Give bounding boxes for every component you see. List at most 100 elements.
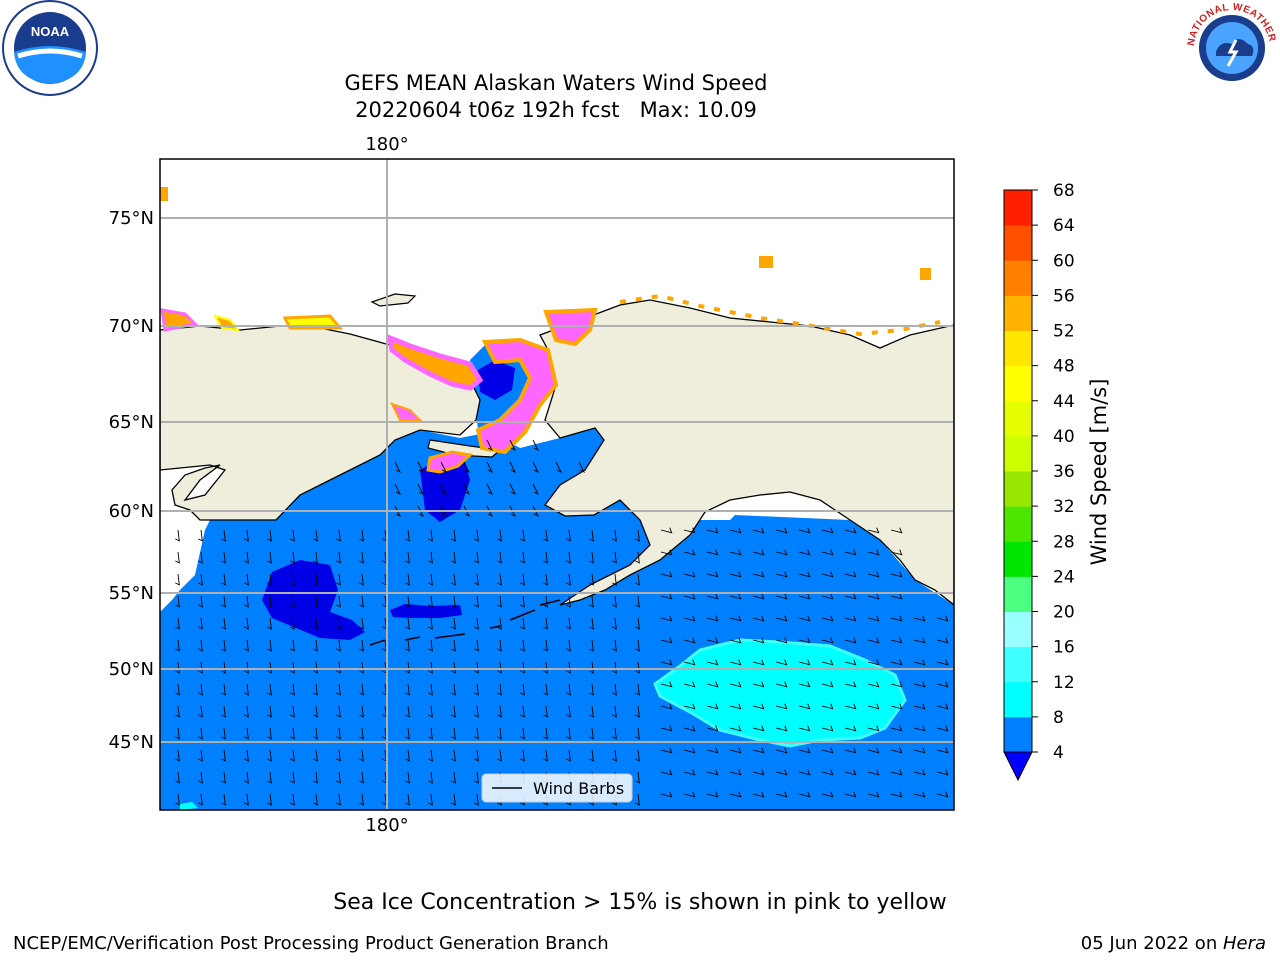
wind-barb: [543, 639, 548, 652]
wind-barb: [405, 661, 410, 674]
wind-barb: [729, 571, 742, 578]
wind-barb: [543, 573, 548, 586]
wind-barb: [267, 573, 272, 586]
wind-barb: [497, 617, 502, 630]
wind-barb: [405, 639, 410, 652]
wind-barb: [844, 527, 857, 534]
wind-barb: [867, 681, 880, 688]
wind-barb: [752, 747, 765, 754]
wind-barb: [520, 595, 525, 608]
wind-barb: [175, 661, 180, 674]
wind-barb: [474, 573, 479, 586]
wind-barb: [775, 769, 788, 776]
wind-barb: [706, 637, 719, 644]
wind-barb: [451, 529, 456, 542]
wind-barb: [313, 529, 318, 542]
wind-barb: [244, 617, 249, 630]
wind-barb: [775, 549, 788, 556]
wind-barb: [913, 791, 926, 798]
wind-barb: [566, 749, 571, 762]
sea-ice-patch-2: [759, 256, 773, 268]
wind-barb: [520, 617, 525, 630]
wind-barb: [913, 725, 926, 732]
wind-barb: [729, 791, 742, 798]
wind-barb: [405, 771, 410, 784]
wind-barb: [313, 683, 318, 696]
wind-barb: [913, 615, 926, 622]
wind-barb: [474, 683, 479, 696]
wind-barb: [821, 593, 834, 600]
wind-barb: [890, 659, 903, 666]
wind-barb: [221, 705, 226, 718]
wind-barb: [589, 551, 594, 564]
wind-barb: [612, 661, 617, 674]
wind-barb: [451, 749, 456, 762]
wind-barb: [890, 725, 903, 732]
wind-barb: [244, 529, 249, 542]
wind-barb: [221, 793, 226, 806]
wind-barb: [660, 791, 673, 798]
colorbar-tick-label: 12: [1053, 673, 1075, 693]
wind-barb: [267, 595, 272, 608]
wind-barb: [867, 659, 880, 666]
wind-barb: [509, 439, 517, 452]
wind-barb: [706, 725, 719, 732]
wind-barb: [635, 749, 640, 762]
wind-barb: [267, 529, 272, 542]
wind-barb: [752, 791, 765, 798]
wind-barb: [543, 617, 548, 630]
wind-barb: [313, 617, 318, 630]
wind-barb: [729, 747, 742, 754]
lat-label-65: 65°N: [109, 412, 154, 433]
wind-barb: [221, 595, 226, 608]
wind-barb: [313, 705, 318, 718]
wind-barb: [612, 595, 617, 608]
wind-barb: [821, 703, 834, 710]
wind-barb: [267, 705, 272, 718]
wind-barb: [221, 749, 226, 762]
wind-barb: [821, 769, 834, 776]
wind-barb: [867, 615, 880, 622]
wind-barb: [844, 659, 857, 666]
wind-barb: [566, 661, 571, 674]
wind-barb: [359, 793, 364, 806]
wind-barb: [474, 749, 479, 762]
wind-barb: [532, 505, 540, 518]
wind-barb: [474, 639, 479, 652]
wind-barb: [612, 683, 617, 696]
wind-barb: [359, 661, 364, 674]
wind-barb: [474, 595, 479, 608]
calm-patch-southwest: [180, 802, 198, 810]
wind-barb: [706, 615, 719, 622]
wind-barb: [543, 683, 548, 696]
colorbar-bin: [1004, 611, 1032, 648]
wind-barb: [775, 659, 788, 666]
wind-barb: [798, 681, 811, 688]
wind-barb: [359, 551, 364, 564]
wind-barb: [635, 661, 640, 674]
wind-barb: [244, 639, 249, 652]
wind-barb: [890, 791, 903, 798]
colorbar-bin: [1004, 190, 1032, 226]
wind-barb: [798, 659, 811, 666]
wind-barb: [635, 595, 640, 608]
wind-barb: [844, 769, 857, 776]
wind-barb: [798, 593, 811, 600]
lat-label-45: 45°N: [109, 732, 154, 753]
wind-barb: [474, 661, 479, 674]
calm-region-aleutian: [390, 604, 462, 618]
wind-barb: [244, 551, 249, 564]
wind-barb: [221, 551, 226, 564]
wind-barb: [683, 769, 696, 776]
land-st-lawrence-island: [427, 439, 502, 458]
wind-barb: [752, 549, 765, 556]
wind-barb: [221, 617, 226, 630]
wind-barb: [313, 573, 318, 586]
wind-barb: [543, 727, 548, 740]
colorbar-bin: [1004, 646, 1032, 683]
colorbar-tick-label: 44: [1053, 392, 1075, 412]
wind-barb: [706, 593, 719, 600]
wind-barb: [844, 637, 857, 644]
wind-barb: [936, 615, 949, 622]
